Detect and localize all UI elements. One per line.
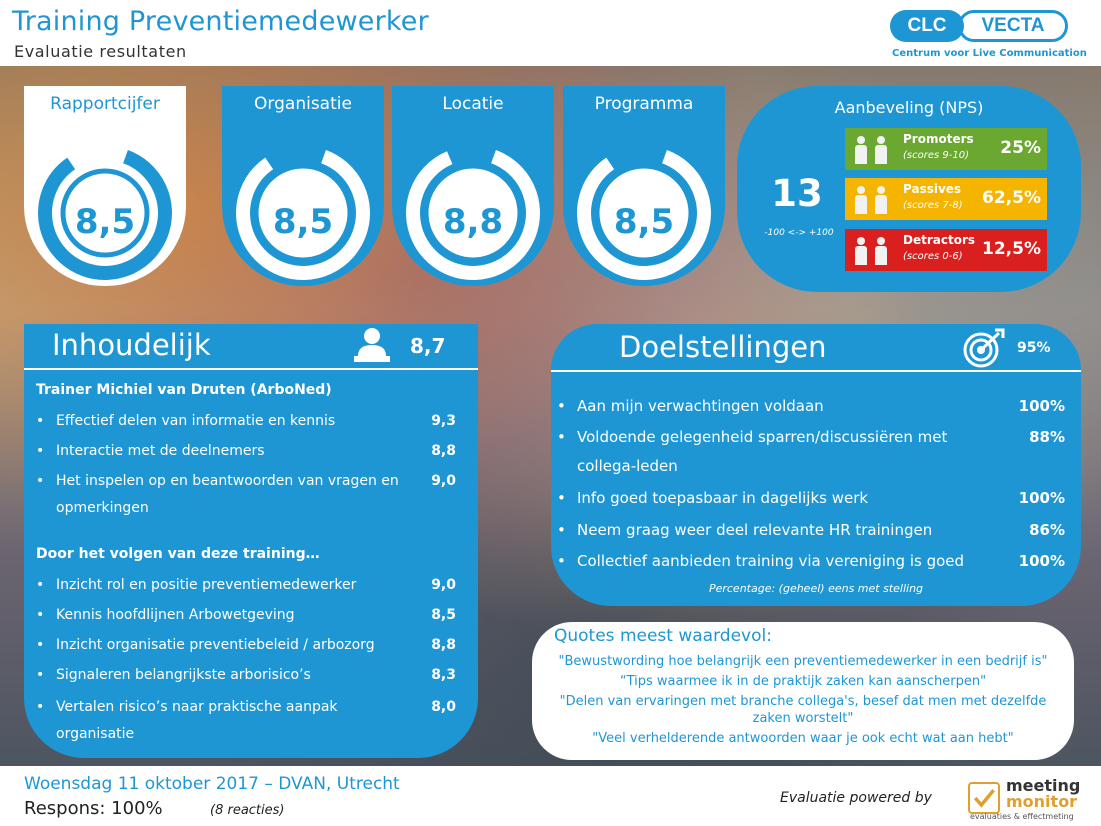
doelstellingen-panel: Doelstellingen 95% • Aan mijn verwachting… [551,324,1081,606]
quote-line: "Delen van ervaringen met branche colleg… [559,694,1047,709]
page-subtitle: Evaluatie resultaten [14,42,187,61]
checkmark-icon [968,782,1000,814]
nps-score: 13 [771,172,823,215]
people-icon [845,128,899,170]
nps-row-promoters: Promoters (scores 9-10) 25% [845,128,1047,170]
item-text: Aan mijn verwachtingen voldaan [577,397,824,415]
inhoudelijk-score: 8,7 [410,334,446,358]
item-score: 100% [1018,397,1065,415]
logo-clc: CLC [890,10,964,42]
doelstellingen-score: 95% [1017,340,1051,356]
item-text: Vertalen risico’s naar praktische aanpak… [56,699,338,742]
nps-hint: (scores 7-8) [903,200,963,211]
nps-promoters-box: Promoters (scores 9-10) 25% [899,128,1047,170]
card-organisatie: Organisatie 8,5 [222,86,384,286]
logo-tagline: Centrum voor Live Communication [892,48,1087,59]
item-score: 9,0 [431,577,456,593]
meeting-monitor-logo: meeting monitor evaluaties & effectmetin… [968,776,1081,822]
item-text: Voldoende gelegenheid sparren/discussiër… [577,428,948,475]
item-score: 9,3 [431,413,456,429]
card-value: 8,5 [74,202,136,242]
item-text: Info goed toepasbaar in dagelijks werk [577,489,869,507]
score-ring-icon [406,146,540,280]
item-text: Het inspelen op en beantwoorden van vrag… [56,473,399,516]
logo-vecta: VECTA [958,10,1068,42]
item-text: Neem graag weer deel relevante HR traini… [577,521,933,539]
item-text: Interactie met de deelnemers [56,443,265,459]
page-title: Training Preventiemedewerker [12,6,429,37]
nps-title: Aanbeveling (NPS) [834,98,984,117]
nps-hint: (scores 0-6) [903,251,963,262]
nps-pct: 62,5% [982,188,1041,208]
item-score: 9,0 [431,473,456,489]
nps-panel: Aanbeveling (NPS) 13 -100 <-> +100 Promo… [737,86,1081,292]
doelstellingen-header: Doelstellingen 95% [551,324,1081,372]
mm-line1: meeting [1006,776,1081,795]
target-icon [963,328,1005,368]
item-text: Inzicht rol en positie preventiemedewerk… [56,577,357,593]
people-icon [845,178,899,220]
item-score: 100% [1018,552,1065,570]
card-title: Locatie [442,94,504,114]
clc-vecta-logo: CLC VECTA Centrum voor Live Communicatio… [890,10,1087,62]
score-ring-icon [236,146,370,280]
score-ring-icon [38,146,172,280]
item-text: Effectief delen van informatie en kennis [56,413,336,429]
nps-pct: 25% [1000,138,1041,158]
item-score: 100% [1018,489,1065,507]
item-score: 86% [1029,521,1065,539]
presenter-icon [354,328,390,362]
score-ring-icon [577,146,711,280]
section-trainer: Trainer Michiel van Druten (ArboNed) [36,382,332,398]
nps-detractors-box: Detractors (scores 0-6) 12,5% [899,229,1047,271]
item-text: Signaleren belangrijkste arborisico’s [56,667,311,683]
nps-passives-box: Passives (scores 7-8) 62,5% [899,178,1047,220]
item-score: 8,8 [431,637,456,653]
item-text: Inzicht organisatie preventiebeleid / ar… [56,637,375,653]
item-score: 8,8 [431,443,456,459]
quotes-panel: Quotes meest waardevol: "Bewustwording h… [532,622,1074,760]
card-title: Rapportcijfer [50,94,160,114]
quote-line: "Veel verhelderende antwoorden waar je o… [592,731,1014,746]
item-text: Collectief aanbieden training via vereni… [577,552,965,570]
inhoudelijk-header: Inhoudelijk 8,7 [24,324,478,370]
nps-label: Passives [903,182,962,196]
doelstellingen-note: Percentage: (geheel) eens met stelling [708,582,924,595]
item-score: 8,5 [431,607,456,623]
people-icon [845,229,899,271]
card-rapportcijfer: Rapportcijfer 8,5 [24,86,186,286]
response-count: (8 reacties) [210,803,285,818]
mm-line2: monitor [1006,792,1078,811]
inhoudelijk-title: Inhoudelijk [52,328,211,362]
powered-by: Evaluatie powered by [780,790,932,806]
nps-pct: 12,5% [982,239,1041,259]
nps-row-detractors: Detractors (scores 0-6) 12,5% [845,229,1047,271]
quote-line: "Bewustwording hoe belangrijk een preven… [558,654,1048,669]
inhoudelijk-panel: Inhoudelijk 8,7 Trainer Michiel van Drut… [24,324,478,758]
response-rate: Respons: 100% [24,798,163,819]
item-score: 8,3 [431,667,456,683]
nps-label: Promoters [903,132,974,146]
card-value: 8,8 [442,202,504,242]
item-score: 8,0 [431,699,456,715]
card-programma: Programma 8,5 [563,86,725,286]
quotes-title: Quotes meest waardevol: [554,626,772,646]
quote-line: “Tips waarmee ik in de praktijk zaken ka… [619,674,987,689]
nps-hint: (scores 9-10) [903,150,969,161]
doelstellingen-title: Doelstellingen [619,330,827,364]
nps-label: Detractors [903,233,976,247]
item-text: Kennis hoofdlijnen Arbowetgeving [56,607,295,623]
item-score: 88% [1029,428,1065,446]
quote-line: zaken worstelt" [752,711,854,726]
nps-range: -100 <-> +100 [764,228,834,238]
card-locatie: Locatie 8,8 [392,86,554,286]
card-value: 8,5 [613,202,675,242]
section-training: Door het volgen van deze training… [36,546,320,562]
event-date: Woensdag 11 oktober 2017 – DVAN, Utrecht [24,774,400,794]
card-title: Organisatie [254,94,352,114]
mm-tagline: evaluaties & effectmeting [970,812,1074,821]
card-title: Programma [594,94,694,114]
card-value: 8,5 [272,202,334,242]
nps-row-passives: Passives (scores 7-8) 62,5% [845,178,1047,220]
